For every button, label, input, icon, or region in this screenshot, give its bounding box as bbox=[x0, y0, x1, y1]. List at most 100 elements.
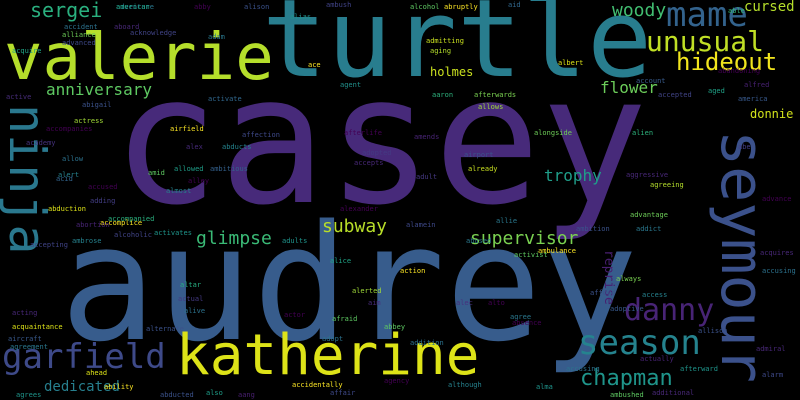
word-small-alamein: alamein bbox=[406, 221, 436, 229]
word-small-actually: actually bbox=[640, 355, 674, 363]
word-small-agreement: agreement bbox=[10, 343, 48, 351]
word-small-accusing: accusing bbox=[762, 267, 796, 275]
word-small-accepted: accepted bbox=[658, 91, 692, 99]
word-small-aang: aang bbox=[238, 391, 255, 399]
word-small-alison: alison bbox=[244, 3, 270, 11]
word-small-accused: accused bbox=[88, 183, 118, 191]
word-small-additional: additional bbox=[652, 389, 695, 397]
word-garfield: garfield bbox=[2, 337, 166, 377]
word-small-ambulance: ambulance bbox=[538, 247, 576, 255]
word-small-accompanied: accompanied bbox=[108, 215, 155, 223]
word-small-abe: abe bbox=[738, 143, 751, 151]
word-small-airport: airport bbox=[464, 151, 494, 159]
word-small-acknowledge: acknowledge bbox=[130, 29, 177, 37]
word-small-affection: affection bbox=[242, 131, 280, 139]
word-small-abortion: abortion bbox=[76, 221, 110, 229]
word-flower: flower bbox=[600, 78, 658, 97]
word-small-accident: accident bbox=[64, 23, 98, 31]
word-small-ambushed: ambushed bbox=[610, 391, 644, 399]
word-chapman: chapman bbox=[580, 366, 673, 391]
word-small-alerted: alerted bbox=[352, 287, 382, 295]
word-small-account: account bbox=[636, 77, 666, 85]
word-small-america: america bbox=[738, 95, 768, 103]
word-small-actual: actual bbox=[178, 295, 204, 303]
word-seymour: seymour bbox=[707, 130, 777, 383]
word-small-adopted: adopted bbox=[362, 149, 392, 157]
word-small-acting: acting bbox=[12, 309, 38, 317]
word-glimpse: glimpse bbox=[196, 228, 272, 249]
word-small-almost: almost bbox=[166, 187, 192, 195]
word-small-alongside: alongside bbox=[534, 129, 572, 137]
word-small-allow: allow bbox=[62, 155, 84, 163]
word-small-aid: aid bbox=[508, 1, 521, 9]
word-small-alfred: alfred bbox=[744, 81, 770, 89]
word-anniversary: anniversary bbox=[46, 80, 152, 99]
word-small-accepting: accepting bbox=[30, 241, 68, 249]
word-small-ambitious: ambitious bbox=[210, 165, 248, 173]
word-small-adoptive: adoptive bbox=[610, 305, 644, 313]
word-small-adult: adult bbox=[416, 173, 438, 181]
word-small-alma: alma bbox=[536, 383, 553, 391]
word-small-afford: afford bbox=[590, 289, 616, 297]
word-trophy: trophy bbox=[544, 166, 602, 185]
word-small-alien: alien bbox=[632, 129, 654, 137]
word-small-aging: aging bbox=[430, 47, 452, 55]
word-small-addict: addict bbox=[636, 225, 662, 233]
word-small-activist: activist bbox=[514, 251, 548, 259]
word-small-access: access bbox=[642, 291, 668, 299]
word-danny: danny bbox=[624, 293, 715, 328]
word-small-abducted: abducted bbox=[160, 391, 194, 399]
word-small-alive: alive bbox=[184, 307, 206, 315]
word-small-american: american bbox=[116, 3, 150, 11]
word-small-alert: alert bbox=[58, 171, 80, 179]
word-small-acid: acid bbox=[56, 175, 73, 183]
word-small-accepts: accepts bbox=[354, 159, 384, 167]
word-small-alice: alice bbox=[330, 257, 352, 265]
word-donnie: donnie bbox=[750, 107, 794, 121]
word-small-allie: allie bbox=[496, 217, 518, 225]
word-holmes: holmes bbox=[430, 65, 474, 79]
word-valerie: valerie bbox=[4, 21, 274, 95]
word-small-abigail: abigail bbox=[82, 101, 112, 109]
word-small-accompanies: accompanies bbox=[46, 125, 93, 133]
word-small-altar: altar bbox=[180, 281, 202, 289]
word-small-allowed: allowed bbox=[174, 165, 204, 173]
word-small-amends: amends bbox=[414, 133, 440, 141]
word-audrey: audrey bbox=[60, 190, 638, 377]
word-small-afraid: afraid bbox=[332, 315, 358, 323]
word-small-actress: actress bbox=[74, 117, 104, 125]
word-small-alcoholic: alcoholic bbox=[114, 231, 152, 239]
word-small-acquire: acquire bbox=[12, 47, 42, 55]
word-small-amid: amid bbox=[148, 169, 165, 177]
word-small-alliance: alliance bbox=[62, 31, 96, 39]
word-small-afterwards: afterwards bbox=[474, 91, 517, 99]
word-small-alternate: alternate bbox=[146, 325, 184, 333]
word-small-alias: alias bbox=[290, 13, 312, 21]
word-small-ambush: ambush bbox=[326, 1, 352, 9]
word-woody: woody bbox=[612, 0, 667, 21]
word-small-alarm: alarm bbox=[762, 371, 784, 379]
word-season: season bbox=[578, 323, 701, 363]
word-supervisor: supervisor bbox=[470, 228, 579, 249]
word-small-advantage: advantage bbox=[630, 211, 668, 219]
word-small-acquaintance: acquaintance bbox=[12, 323, 63, 331]
word-small-although: although bbox=[448, 381, 482, 389]
word-small-ambition: ambition bbox=[576, 225, 610, 233]
word-small-alec: alec bbox=[456, 299, 473, 307]
word-small-addition: addition bbox=[410, 339, 444, 347]
word-small-accomplice: accomplice bbox=[100, 219, 143, 227]
word-katherine: katherine bbox=[176, 323, 480, 388]
word-casey: casey bbox=[112, 37, 648, 244]
word-small-aaron: aaron bbox=[432, 91, 454, 99]
word-small-accidentally: accidentally bbox=[292, 381, 343, 389]
word-hideout: hideout bbox=[676, 48, 778, 76]
word-small-alley: alley bbox=[188, 177, 210, 185]
word-small-ability: ability bbox=[104, 383, 134, 391]
word-small-agrees: agrees bbox=[16, 391, 42, 399]
word-small-accusing: accusing bbox=[566, 365, 600, 373]
word-small-aim: aim bbox=[368, 299, 381, 307]
word-small-aboard: aboard bbox=[114, 23, 140, 31]
word-small-advance: advance bbox=[762, 195, 792, 203]
word-small-absence: absence bbox=[512, 319, 542, 327]
word-small-allows: allows bbox=[478, 103, 504, 111]
